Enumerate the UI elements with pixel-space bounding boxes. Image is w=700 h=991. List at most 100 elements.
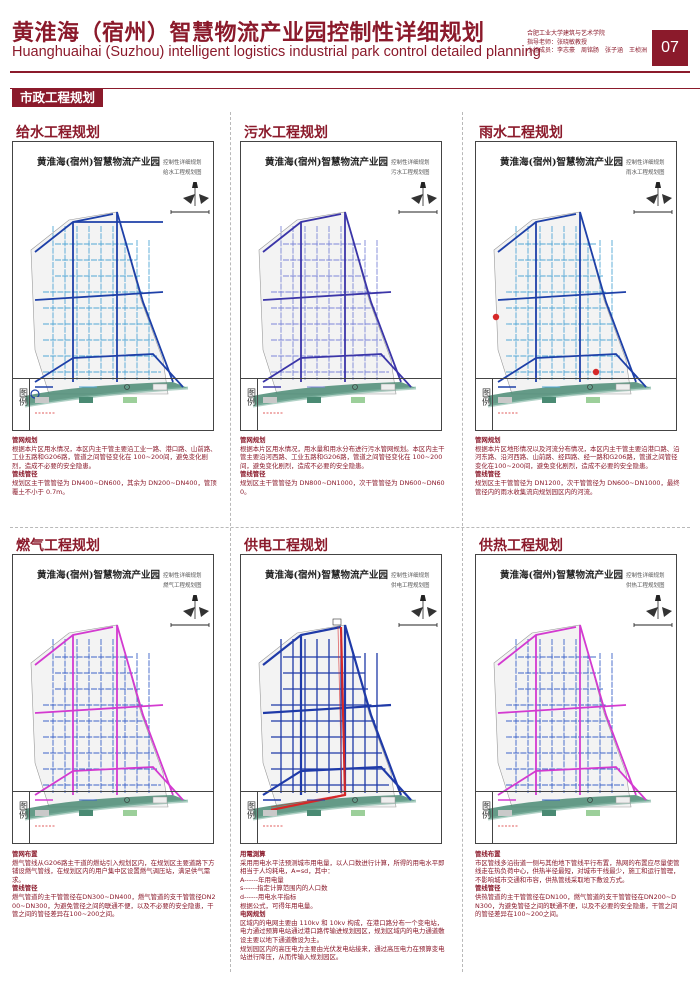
header-rule [10,71,690,73]
map-figure: 黄淮海(宿州)智慧物流产业园 控制性详细规划 雨水工程规划图 图例 [475,141,677,431]
description-line: 区域内的电网主要由 110kv 和 10kv 构成，在港口路分布一个变电站，电力… [240,918,445,944]
pipe-network-map [24,182,210,408]
legend-label: 图例 [245,801,255,819]
main-pipe [262,291,392,301]
panel-description: 管网规划 根据本片区地形情况以及河流分布情况，本区内主干管主要沿港口路、沿河东路、… [475,436,680,496]
description-line: 采用用电水平法预测城市用电量，以人口数进行计算，所得的用电水平即相当于人均耗电，… [240,858,445,876]
panel-title: 污水工程规划 [244,125,328,141]
main-pipe [34,291,164,301]
map-title: 黄淮海(宿州)智慧物流产业园 [37,157,160,168]
section-rule [10,88,700,107]
north-arrow [633,595,673,627]
main-pipe [262,353,412,388]
legend-divider [492,378,493,430]
description-line: 管网规划 [475,436,501,444]
description-line: 管线管径 [12,884,38,893]
page-title: 黄淮海（宿州）智慧物流产业园控制性详细规划 [12,20,485,46]
panel-description: 管网布置 燃气管线从G206路主干道的燃站引入规划区内，在规划区主要道路下方铺设燃… [12,850,217,919]
column-divider [230,112,231,972]
description-line: 管线管径 [12,470,38,479]
map-subtitle: 控制性详细规划 [626,160,665,166]
description-line: 根据公式，可得年用电量。 [240,901,317,910]
panel-title: 雨水工程规划 [479,125,563,141]
legend-divider [476,378,676,379]
description-line: 根据本片区用水情况，用水量和用水分布进行污水管网规划。本区内主干管主要沿河西路、… [240,444,445,470]
description-line: 管网布置 [12,850,38,858]
main-pipe [116,211,174,383]
legend-divider [476,791,676,792]
main-pipe [497,353,647,388]
map-figure: 黄淮海(宿州)智慧物流产业园 控制性详细规划 供电工程规划图 图例 [240,554,442,844]
map-figure: 黄淮海(宿州)智慧物流产业园 控制性详细规划 给水工程规划图 图例 [12,141,214,431]
panel-title: 燃气工程规划 [16,538,100,554]
legend-items [263,383,396,414]
legend-divider [13,378,213,379]
legend-label: 图例 [17,801,27,819]
legend-items [35,383,168,414]
map-subtitle: 控制性详细规划 [163,160,202,166]
map-figure: 黄淮海(宿州)智慧物流产业园 控制性详细规划 燃气工程规划图 图例 [12,554,214,844]
credit-school: 合肥工业大学建筑与艺术学院 [527,30,606,37]
panel-title: 供热工程规划 [479,538,563,554]
hv-power-line [270,626,347,812]
pipe-network-map [252,595,438,821]
legend-label: 图例 [17,388,27,406]
main-pipe [34,353,184,388]
pipe-network-map [487,182,673,408]
north-arrow [398,182,438,214]
credits: 合肥工业大学建筑与艺术学院 指导老师：张晓敏教授 小组成员：李志豪 周铭肠 张子… [527,30,652,56]
legend-items [498,796,631,827]
description-line: 管线布置 [475,850,501,858]
map-name: 供电工程规划图 [391,583,430,589]
map-subtitle: 控制性详细规划 [391,573,430,579]
north-arrow [170,595,210,627]
legend-label: 图例 [480,801,490,819]
description-line: 根据本片区用水情况，本区内主干管主要沿工业一路、港口路、山前路、工业五路和G20… [12,444,217,470]
column-divider [462,112,463,972]
credit-advisor: 指导老师：张晓敏教授 [527,38,588,46]
north-arrow [170,182,210,214]
map-figure: 黄淮海(宿州)智慧物流产业园 控制性详细规划 污水工程规划图 图例 [240,141,442,431]
legend-divider [257,378,258,430]
outfall-marker [492,313,500,321]
credit-members: 小组成员：李志豪 周铭肠 张子涵 王桢洲 [527,47,648,55]
panel-description: 管网规划 根据本片区用水情况，本区内主干管主要沿工业一路、港口路、山前路、工业五路… [12,436,217,496]
description-line: 管线管径 [240,470,266,479]
legend-divider [29,791,30,843]
description-line: 根据本片区地形情况以及河流分布情况，本区内主干管主要沿港口路、沿河东路、沿河西路… [475,444,680,470]
north-arrow [633,182,673,214]
main-pipe [497,291,627,301]
legend-divider [257,791,258,843]
description-line: 管网规划 [240,436,266,444]
pipe-network-map [24,595,210,821]
description-line: 规划区主干管管径为 DN400~DN600，其余为 DN200~DN400，管顶… [12,478,217,496]
main-pipe [344,211,402,383]
panel-title: 供电工程规划 [244,538,328,554]
description-line: 电网规划 [240,910,266,919]
legend-divider [13,791,213,792]
map-figure: 黄淮海(宿州)智慧物流产业园 控制性详细规划 供热工程规划图 图例 [475,554,677,844]
page-number: 07 [652,30,688,66]
legend-divider [492,791,493,843]
main-pipe [579,624,637,796]
legend-divider [241,791,441,792]
map-name: 污水工程规划图 [391,170,430,176]
main-pipe [497,704,627,714]
outfall-marker [592,368,600,376]
legend-divider [29,378,30,430]
description-line: 燃气管线从G206路主干道的燃站引入规划区内，在规划区主要道路下方铺设燃气管线，… [12,858,215,884]
panel-title: 给水工程规划 [16,125,100,141]
panel-description: 管线布置 市区管线多沿街道一侧与其他地下管线平行布置，热网的布置应尽量使管线走在热… [475,850,680,919]
description-line: 用電測算 [240,850,266,858]
pipe-network-map [252,182,438,408]
panel-description: 管网规划 根据本片区用水情况，用水量和用水分布进行污水管网规划。本区内主干管主要沿… [240,436,445,496]
map-name: 雨水工程规划图 [626,170,665,176]
map-name: 给水工程规划图 [163,170,202,176]
hv-power-line [270,626,343,808]
legend-label: 图例 [245,388,255,406]
legend-items [263,796,396,827]
map-subtitle: 控制性详细规划 [626,573,665,579]
substation-marker [332,618,342,626]
map-name: 燃气工程规划图 [163,583,202,589]
north-arrow [398,595,438,627]
